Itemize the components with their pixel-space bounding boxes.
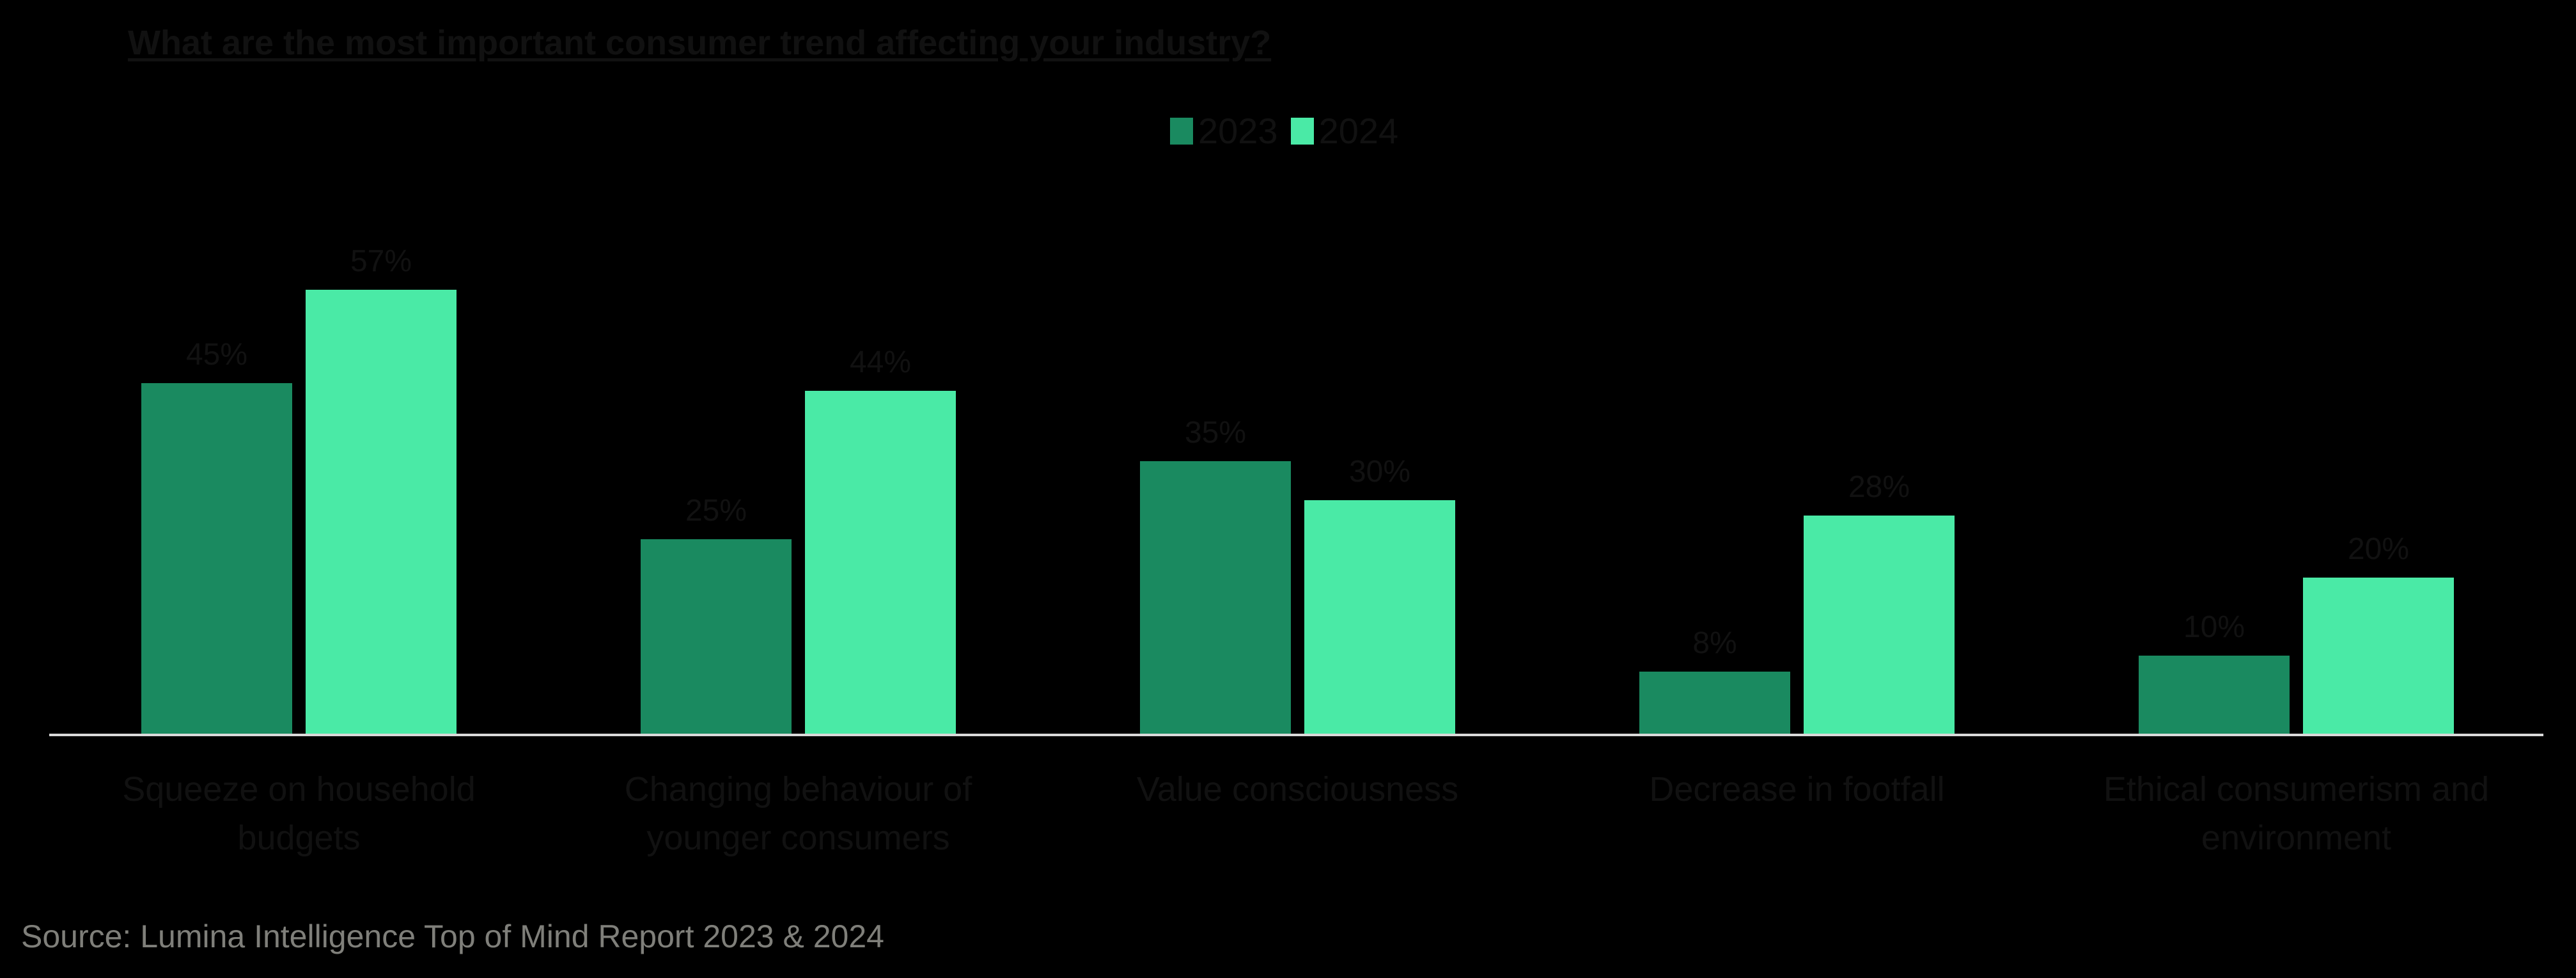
bar-2024 xyxy=(1804,515,1955,734)
data-label: 28% xyxy=(1848,469,1910,504)
bar-2024 xyxy=(2303,578,2454,734)
bar-2023 xyxy=(2139,656,2290,734)
legend-label: 2024 xyxy=(1318,111,1399,151)
legend-swatch-2024 xyxy=(1290,117,1314,145)
bar-2023 xyxy=(141,383,292,734)
source-note: Source: Lumina Intelligence Top of Mind … xyxy=(21,919,884,954)
legend-item-2024: 2024 xyxy=(1290,110,1399,152)
data-label: 44% xyxy=(849,345,912,380)
category-label-line: Ethical consumerism and xyxy=(2103,770,2490,808)
category-label: Value consciousness xyxy=(1068,765,1528,814)
chart-title: What are the most important consumer tre… xyxy=(128,24,1272,62)
category-label-line: Decrease in footfall xyxy=(1649,770,1945,808)
data-label: 57% xyxy=(350,244,412,278)
legend-swatch-2023 xyxy=(1170,117,1193,145)
bar-2023 xyxy=(1140,461,1291,734)
legend-item-2023: 2023 xyxy=(1170,110,1278,152)
bar-2024 xyxy=(805,391,956,734)
category-label-line: environment xyxy=(2201,819,2392,857)
data-label: 25% xyxy=(685,493,747,528)
category-label: Changing behaviour of younger consumers xyxy=(568,765,1029,862)
bar-2023 xyxy=(641,539,792,734)
data-label: 45% xyxy=(185,337,248,372)
category-label-line: Value consciousness xyxy=(1136,770,1459,808)
legend: 2023 2024 xyxy=(1170,110,1398,152)
data-label: 10% xyxy=(2183,610,2245,645)
data-label: 8% xyxy=(1692,626,1737,660)
category-label: Squeeze on household budgets xyxy=(69,765,529,862)
category-label-line: Squeeze on household xyxy=(122,770,476,808)
bar-2024 xyxy=(1304,500,1455,734)
legend-label: 2023 xyxy=(1198,111,1278,151)
data-label: 20% xyxy=(2347,532,2410,567)
bar-2023 xyxy=(1639,671,1790,734)
category-label: Decrease in footfall xyxy=(1567,765,2027,814)
category-label: Ethical consumerism and environment xyxy=(2066,765,2527,862)
category-label-line: Changing behaviour of xyxy=(624,770,972,808)
x-axis-line xyxy=(49,734,2543,736)
bar-2024 xyxy=(306,289,457,734)
data-label: 35% xyxy=(1184,415,1247,450)
category-label-line: budgets xyxy=(237,819,361,857)
data-label: 30% xyxy=(1348,454,1411,489)
category-label-line: younger consumers xyxy=(646,819,950,857)
